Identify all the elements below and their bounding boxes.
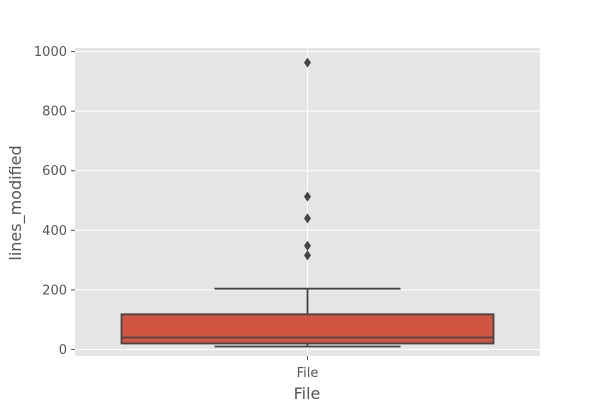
tick-labels: 0 200 400 600 800 1000 File: [34, 45, 318, 381]
outlier-point-2: [304, 213, 311, 224]
iqr-box: [120, 313, 495, 345]
outlier-point-0: [304, 250, 311, 261]
x-tick-label-0: File: [297, 366, 319, 381]
y-tick-label-800: 800: [42, 105, 67, 120]
y-tick-label-0: 0: [59, 343, 67, 358]
y-axis-title: lines_modified: [6, 145, 26, 260]
y-tick-label-600: 600: [42, 164, 67, 179]
y-tick-label-400: 400: [42, 224, 67, 239]
x-axis-title: File: [294, 384, 321, 400]
outlier-point-3: [304, 191, 311, 202]
y-tick-label-200: 200: [42, 283, 67, 298]
outlier-point-1: [304, 240, 311, 251]
box-marks: [120, 57, 495, 348]
outlier-point-4: [304, 57, 311, 68]
y-tick-label-1000: 1000: [34, 45, 67, 60]
